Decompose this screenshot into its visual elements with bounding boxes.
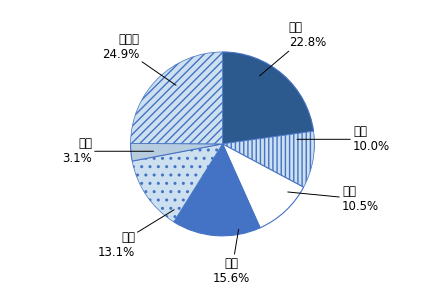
Text: 河南
10.0%: 河南 10.0% [297,125,390,153]
Text: 盛南
10.5%: 盛南 10.5% [288,185,379,213]
Wedge shape [222,131,315,187]
Wedge shape [132,144,222,222]
Wedge shape [130,52,222,144]
Text: 都南
13.1%: 都南 13.1% [98,210,174,259]
Text: 河北
22.8%: 河北 22.8% [259,21,326,76]
Text: 玉山
3.1%: 玉山 3.1% [62,137,154,165]
Wedge shape [222,52,314,144]
Wedge shape [130,143,222,161]
Wedge shape [222,144,303,228]
Wedge shape [174,144,260,236]
Text: 無回答
24.9%: 無回答 24.9% [102,33,176,85]
Text: 厨川
15.6%: 厨川 15.6% [213,229,251,285]
